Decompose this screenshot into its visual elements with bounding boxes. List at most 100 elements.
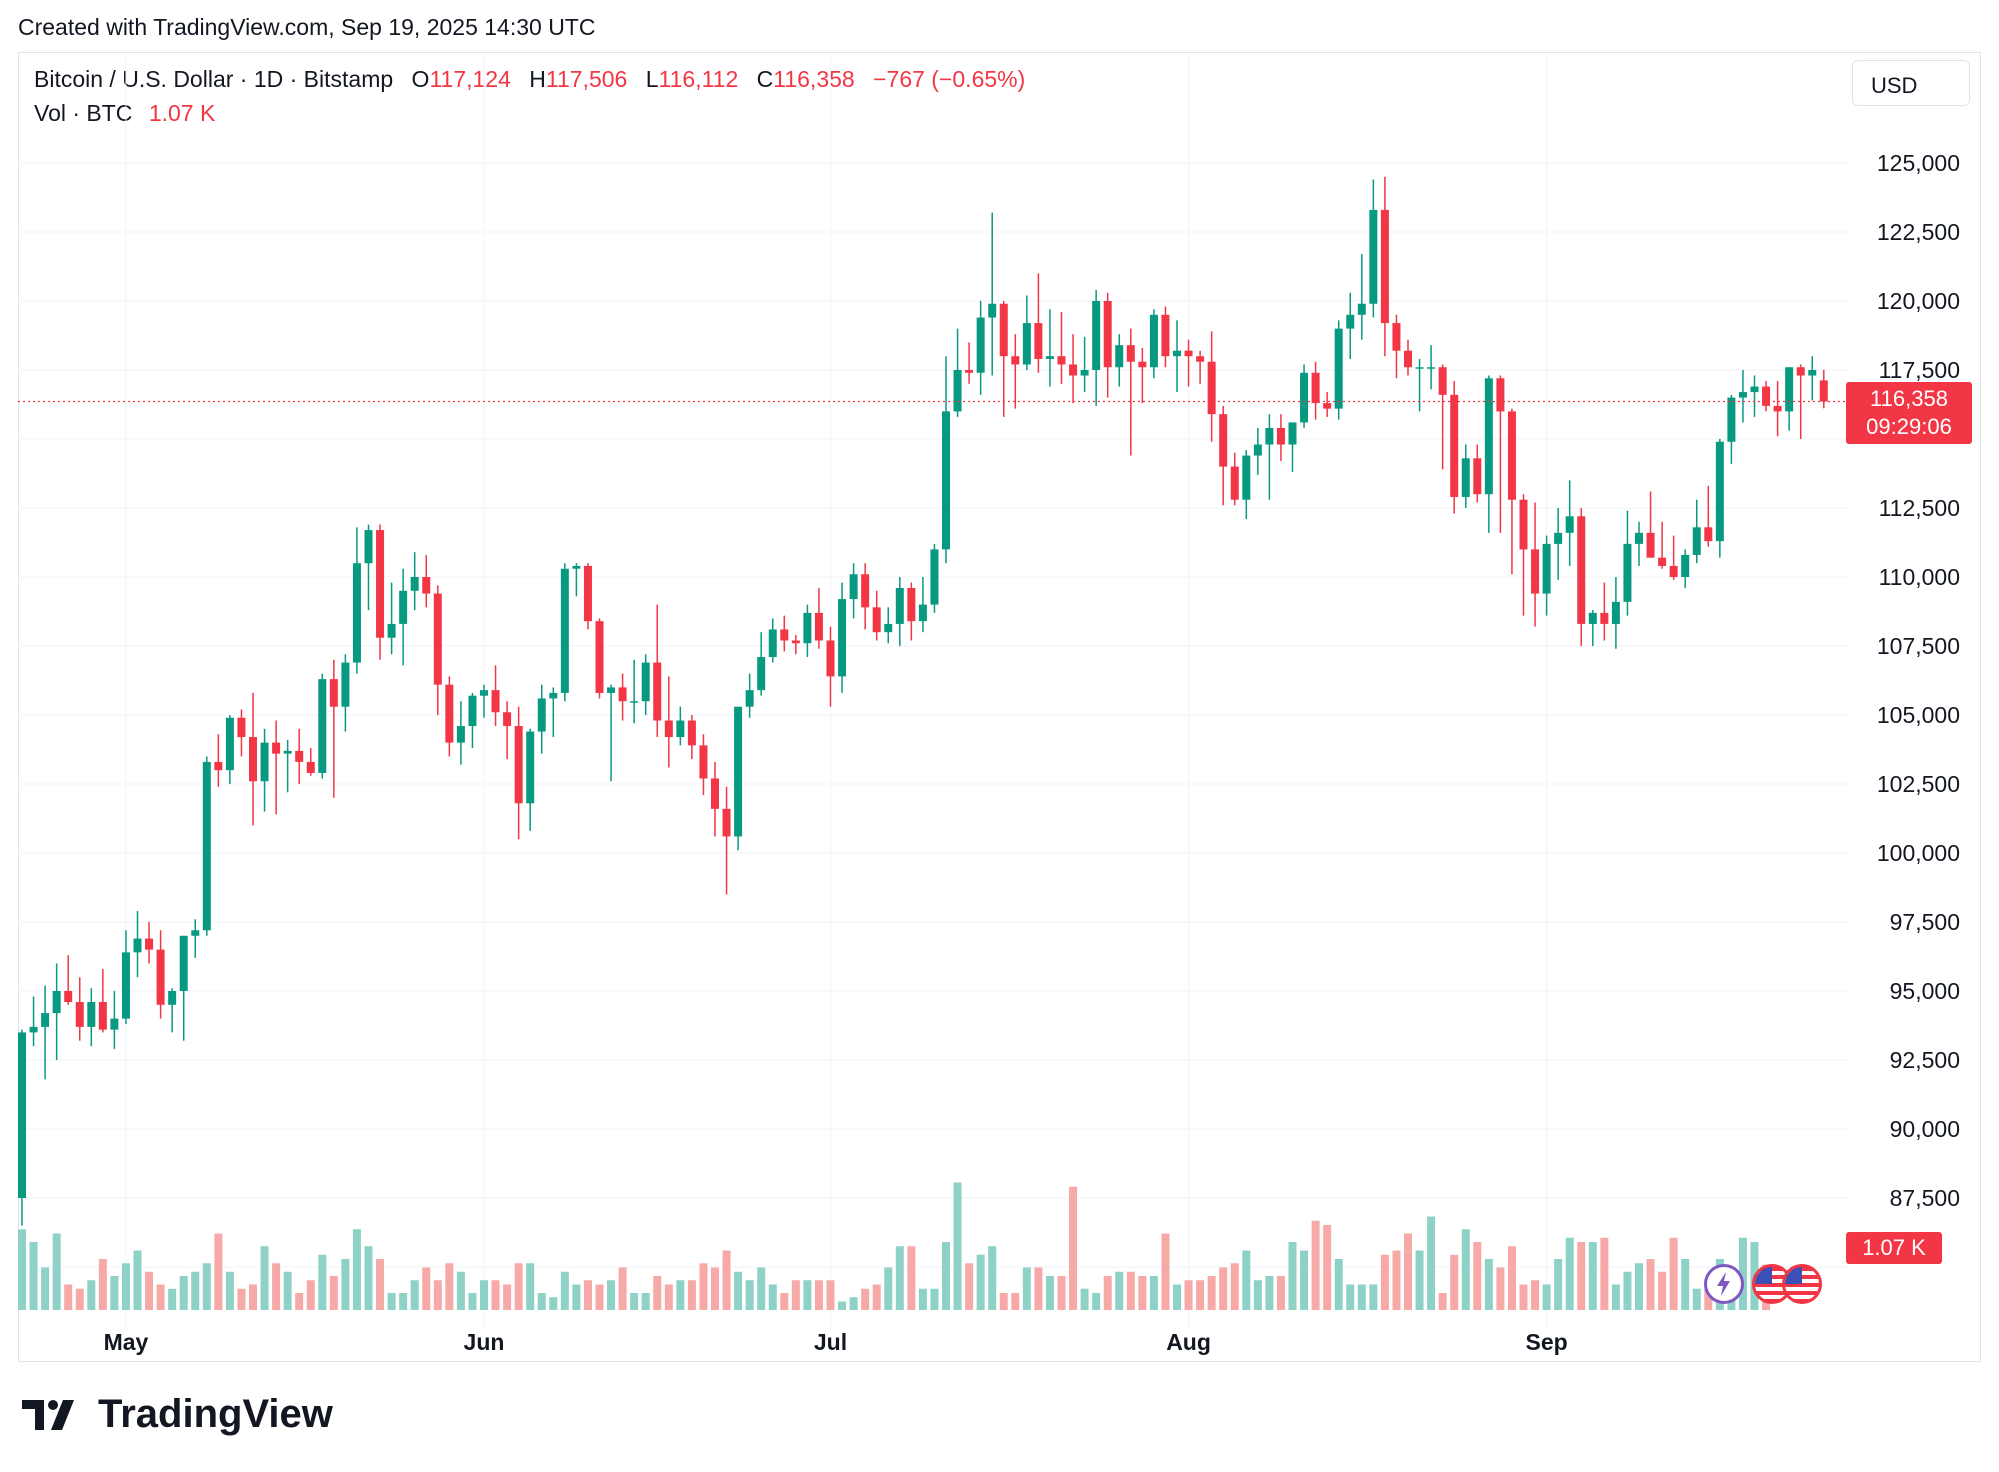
volume-bar <box>1438 1293 1447 1310</box>
symbol-title[interactable]: Bitcoin / U.S. Dollar · 1D · Bitstamp <box>34 66 394 92</box>
volume-bar <box>399 1293 408 1310</box>
candle-body <box>526 731 535 804</box>
volume-bar <box>1704 1288 1713 1310</box>
candle-body <box>260 742 269 782</box>
candle-body <box>156 949 165 1005</box>
dividend-event-icon[interactable] <box>1704 1264 1744 1304</box>
candle-body <box>1750 386 1759 393</box>
candle-body <box>1762 386 1771 406</box>
candle-body <box>976 317 985 373</box>
candle-body <box>1323 403 1332 409</box>
brand-name: TradingView <box>98 1392 333 1436</box>
volume-bar <box>1380 1254 1389 1310</box>
candle-body <box>607 687 616 693</box>
candle-body <box>1496 378 1505 412</box>
volume-bar <box>202 1263 211 1310</box>
tradingview-logo[interactable]: TradingView <box>22 1392 333 1437</box>
candle-body <box>1473 458 1482 495</box>
bar-countdown: 09:29:06 <box>1866 414 1952 439</box>
candle-body <box>445 684 454 743</box>
candle-body <box>734 706 743 837</box>
volume-bar <box>1230 1263 1239 1310</box>
candle-body <box>376 530 385 638</box>
candle-body <box>480 690 488 696</box>
volume-bar <box>757 1267 766 1310</box>
y-axis-tick-label: 100,000 <box>1877 840 1960 866</box>
volume-bar <box>988 1246 997 1310</box>
volume-bar <box>1692 1288 1701 1310</box>
volume-bar <box>41 1267 50 1310</box>
candle-body <box>1611 601 1620 624</box>
volume-bar <box>999 1293 1008 1310</box>
volume-bar <box>953 1182 962 1310</box>
volume-bar <box>1565 1237 1574 1310</box>
open-label: O <box>411 66 430 92</box>
volume-bar <box>514 1263 523 1310</box>
volume-label[interactable]: Vol · BTC <box>34 100 133 126</box>
candle-body <box>1531 549 1540 594</box>
volume-bar <box>1265 1276 1274 1310</box>
candle-body <box>942 411 950 550</box>
currency-button[interactable]: USD <box>1852 60 1970 106</box>
y-axis-tick-label: 122,500 <box>1877 219 1960 245</box>
volume-bar <box>1658 1271 1667 1310</box>
volume-bar <box>583 1280 592 1310</box>
x-axis-month-label: May <box>104 1329 149 1355</box>
volume-bar <box>364 1246 373 1310</box>
volume-bar <box>872 1284 881 1310</box>
candle-body <box>861 574 870 608</box>
volume-bar <box>456 1271 465 1310</box>
candle-body <box>1715 441 1724 542</box>
open-value: 117,124 <box>429 66 511 92</box>
candle-body <box>422 577 431 594</box>
volume-bar <box>745 1280 754 1310</box>
volume-bar <box>814 1280 823 1310</box>
candle-body <box>653 662 662 721</box>
candle-body <box>1692 527 1701 555</box>
candle-body <box>1773 405 1782 412</box>
candle-body <box>168 991 177 1005</box>
candle-body <box>1092 301 1101 370</box>
candle-body <box>722 808 731 837</box>
candle-body <box>1785 367 1794 412</box>
volume-bar <box>1300 1250 1309 1310</box>
volume-bar <box>1577 1242 1586 1310</box>
volume-bar <box>1207 1276 1216 1310</box>
volume-bar <box>1219 1267 1228 1310</box>
volume-bar <box>664 1284 673 1310</box>
chart-frame <box>18 52 1981 1362</box>
volume-bar <box>410 1280 419 1310</box>
candle-body <box>1207 361 1216 415</box>
volume-bar <box>341 1259 350 1310</box>
volume-bar <box>110 1276 119 1310</box>
close-label: C <box>756 66 774 92</box>
volume-bar <box>283 1271 292 1310</box>
volume-bar <box>1069 1186 1078 1310</box>
us-economic-event-icon-2[interactable] <box>1782 1264 1822 1304</box>
volume-bar <box>237 1288 246 1310</box>
candle-body <box>121 952 130 1019</box>
volume-bar <box>1635 1263 1643 1310</box>
volume-bar <box>1103 1276 1112 1310</box>
candle-body <box>283 750 292 754</box>
candle-body <box>1161 314 1170 357</box>
volume-bar <box>1646 1259 1655 1310</box>
volume-bar <box>422 1267 431 1310</box>
volume-bar <box>225 1271 234 1310</box>
volume-bar <box>1080 1288 1089 1310</box>
candle-body <box>1103 301 1112 368</box>
volume-bar <box>1149 1276 1158 1310</box>
created-caption: Created with TradingView.com, Sep 19, 20… <box>18 14 596 40</box>
low-label: L <box>645 66 659 92</box>
candle-body <box>1069 364 1078 376</box>
y-axis-tick-label: 117,500 <box>1879 357 1960 383</box>
candle-body <box>1565 516 1574 533</box>
candle-body <box>87 1002 96 1027</box>
candle-body <box>1554 532 1563 544</box>
volume-bar <box>329 1276 338 1310</box>
x-axis-month-label: Sep <box>1526 1329 1568 1355</box>
candle-body <box>214 761 223 771</box>
candle-body <box>1738 392 1747 398</box>
y-axis-tick-label: 92,500 <box>1890 1047 1960 1073</box>
